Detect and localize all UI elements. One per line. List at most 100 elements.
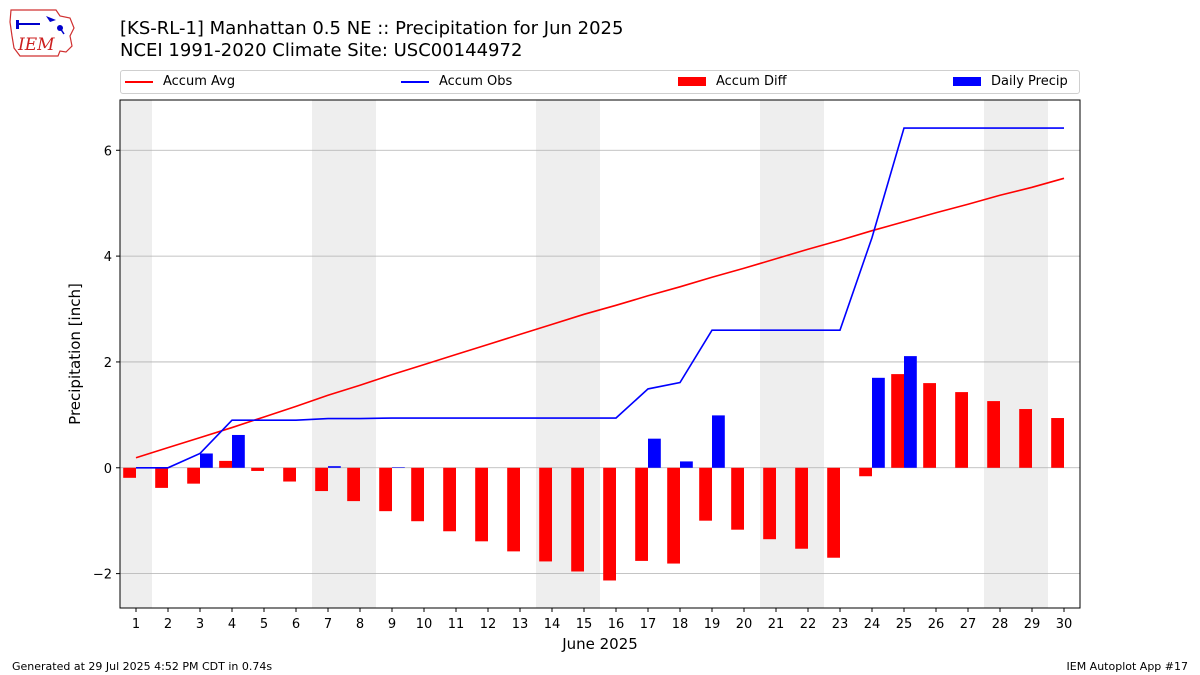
x-tick-label: 29 (1024, 617, 1041, 632)
daily-precip-bar (200, 453, 213, 468)
accum-diff-bar (123, 467, 136, 478)
accum-diff-bar (731, 467, 744, 530)
accum-diff-bar (571, 467, 584, 572)
x-tick-label: 7 (324, 617, 332, 632)
accum-diff-bar (347, 467, 360, 502)
daily-precip-bar (904, 356, 917, 468)
accum-diff-bar (1019, 409, 1032, 468)
x-tick-label: 1 (132, 617, 140, 632)
y-tick-label: 6 (104, 144, 112, 159)
x-tick-label: 24 (864, 617, 881, 632)
daily-precip-bar (872, 377, 885, 468)
x-tick-label: 10 (416, 617, 433, 632)
x-tick-label: 3 (196, 617, 204, 632)
weekend-shade (984, 100, 1048, 608)
y-tick-label: 0 (104, 462, 112, 477)
accum-diff-bar (635, 467, 648, 561)
x-tick-label: 30 (1056, 617, 1073, 632)
x-tick-label: 26 (928, 617, 945, 632)
accum-diff-bar (795, 467, 808, 549)
daily-precip-bar (328, 466, 341, 468)
legend-accum-obs: Accum Obs (401, 74, 512, 89)
accum-obs-line (136, 127, 1064, 469)
x-tick-label: 23 (832, 617, 849, 632)
x-tick-label: 17 (640, 617, 657, 632)
y-tick-label: −2 (93, 568, 112, 583)
accum-diff-bar (987, 401, 1000, 468)
x-axis-label: June 2025 (561, 635, 638, 653)
x-tick-label: 13 (512, 617, 529, 632)
legend-accum-avg: Accum Avg (125, 74, 235, 89)
app-label: IEM Autoplot App #17 (1066, 660, 1189, 673)
x-tick-label: 5 (260, 617, 268, 632)
legend-daily-precip-label: Daily Precip (991, 74, 1068, 89)
daily-precip-bar (232, 434, 245, 468)
x-tick-label: 12 (480, 617, 497, 632)
accum-diff-bar (667, 467, 680, 564)
accum-diff-bar (603, 467, 616, 581)
daily-precip-bar (712, 415, 725, 468)
legend-daily-precip-swatch (953, 77, 981, 86)
accum-diff-bar (891, 374, 904, 468)
x-tick-label: 15 (576, 617, 593, 632)
accum-diff-bar (763, 467, 776, 540)
chart-subtitle: NCEI 1991-2020 Climate Site: USC00144972 (120, 40, 523, 61)
x-tick-label: 6 (292, 617, 300, 632)
accum-diff-bar (187, 467, 200, 484)
legend-accum-diff-label: Accum Diff (716, 74, 787, 89)
accum-diff-bar (1051, 418, 1064, 468)
weekend-shade (312, 100, 376, 608)
x-tick-label: 2 (164, 617, 172, 632)
legend-daily-precip: Daily Precip (953, 74, 1068, 89)
legend-accum-avg-swatch (125, 80, 153, 83)
accum-diff-bar (827, 467, 840, 558)
x-tick-label: 16 (608, 617, 625, 632)
accum-diff-bar (315, 467, 328, 492)
accum-diff-bar (859, 467, 872, 477)
accum-diff-bar (955, 392, 968, 468)
generated-timestamp: Generated at 29 Jul 2025 4:52 PM CDT in … (12, 660, 273, 673)
logo-text: IEM (17, 35, 55, 55)
x-tick-label: 21 (768, 617, 785, 632)
plot-frame (119, 99, 1081, 609)
accum-diff-bar (443, 467, 456, 532)
y-axis-label: Precipitation [inch] (66, 283, 84, 425)
accum-diff-bar (411, 467, 424, 522)
daily-precip-bar (680, 461, 693, 468)
x-tick-label: 9 (388, 617, 396, 632)
weekend-shade (120, 100, 152, 608)
accum-diff-bar (539, 467, 552, 562)
accum-diff-bar (251, 467, 264, 471)
x-tick-label: 11 (448, 617, 465, 632)
legend-accum-obs-swatch (401, 80, 429, 83)
accum-diff-bar (699, 467, 712, 521)
y-tick-label: 4 (104, 250, 112, 265)
x-tick-label: 28 (992, 617, 1009, 632)
x-tick-label: 4 (228, 617, 236, 632)
legend-accum-obs-label: Accum Obs (439, 74, 513, 89)
x-tick-label: 19 (704, 617, 721, 632)
daily-precip-bar (648, 438, 661, 468)
x-tick-label: 20 (736, 617, 753, 632)
accum-diff-bar (475, 467, 488, 542)
x-tick-label: 22 (800, 617, 817, 632)
legend-accum-diff-swatch (678, 77, 706, 86)
daily-precip-bar (392, 467, 405, 468)
legend-accum-diff: Accum Diff (678, 74, 787, 89)
x-tick-label: 25 (896, 617, 913, 632)
accum-diff-bar (155, 467, 168, 488)
x-tick-label: 27 (960, 617, 977, 632)
x-tick-label: 14 (544, 617, 561, 632)
y-tick-label: 2 (104, 356, 112, 371)
chart-title: [KS-RL-1] Manhattan 0.5 NE :: Precipitat… (120, 18, 624, 39)
accum-avg-line (135, 177, 1065, 459)
accum-diff-bar (283, 467, 296, 482)
accum-diff-bar (507, 467, 520, 552)
accum-diff-bar (923, 383, 936, 468)
accum-diff-bar (219, 460, 232, 468)
x-tick-label: 18 (672, 617, 689, 632)
accum-diff-bar (379, 467, 392, 512)
iem-logo: IEM (8, 6, 80, 58)
x-tick-label: 8 (356, 617, 364, 632)
